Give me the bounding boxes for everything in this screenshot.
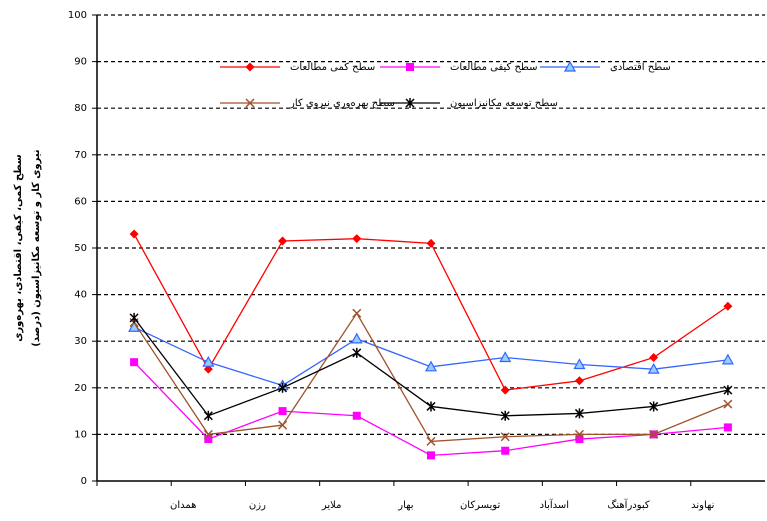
- marker: [721, 353, 734, 365]
- marker: [278, 420, 288, 430]
- marker: [352, 347, 362, 358]
- y-axis-label: سطح کمی، کیفی، اقتصادی، بهره‌وری: [13, 154, 24, 342]
- y-tick-label: 0: [81, 476, 87, 487]
- x-tick-label: ملایر: [321, 500, 342, 511]
- y-tick-label: 30: [74, 336, 87, 347]
- marker: [203, 364, 213, 374]
- marker: [426, 436, 436, 446]
- marker: [500, 410, 510, 421]
- marker: [649, 401, 659, 412]
- marker: [649, 429, 659, 439]
- marker: [129, 229, 139, 239]
- marker: [426, 401, 436, 412]
- marker: [129, 312, 139, 323]
- marker: [245, 98, 255, 108]
- marker: [278, 407, 287, 416]
- legend-label: سطح کمی مطالعات: [290, 62, 375, 73]
- y-tick-label: 80: [74, 103, 87, 114]
- marker: [352, 411, 361, 420]
- marker: [424, 360, 438, 372]
- marker: [245, 62, 255, 72]
- marker: [723, 399, 733, 409]
- marker: [203, 429, 213, 439]
- y-tick-label: 60: [74, 196, 87, 207]
- x-tick-label: اسدآباد: [540, 498, 569, 511]
- marker: [574, 408, 584, 419]
- marker: [278, 382, 288, 393]
- series-line: [133, 326, 728, 387]
- marker: [203, 410, 213, 421]
- legend-label: سطح کیفی مطالعات: [450, 62, 538, 73]
- legend-label: سطح بهره‌وری نیروی کار: [289, 98, 395, 109]
- x-tick-label: کبودرآهنگ: [607, 498, 649, 511]
- marker: [499, 351, 512, 363]
- marker: [574, 429, 584, 439]
- marker: [723, 385, 733, 396]
- marker: [352, 308, 362, 318]
- y-tick-label: 10: [74, 429, 87, 440]
- x-tick-label: نهاوند: [691, 500, 714, 511]
- y-tick-label: 50: [74, 243, 87, 254]
- y-tick-label: 70: [74, 150, 87, 161]
- y-tick-label: 100: [68, 10, 87, 21]
- marker: [575, 435, 584, 444]
- marker: [649, 353, 659, 363]
- y-tick-label: 20: [74, 383, 87, 394]
- marker: [723, 423, 732, 432]
- marker: [204, 435, 213, 444]
- marker: [130, 358, 139, 367]
- marker: [350, 332, 363, 344]
- y-axis-label: نیروی کار و توسعه مکانیزاسیون (درصد): [31, 149, 42, 346]
- x-tick-label: بهار: [397, 500, 413, 511]
- marker: [501, 446, 510, 455]
- marker: [500, 385, 510, 395]
- marker: [563, 60, 577, 72]
- marker: [723, 301, 733, 311]
- marker: [426, 238, 436, 248]
- marker: [405, 98, 415, 108]
- marker: [202, 355, 215, 367]
- x-tick-label: همدان: [170, 500, 196, 511]
- legend-label: سطح اقتصادی: [610, 62, 671, 73]
- marker: [406, 63, 414, 71]
- marker: [500, 432, 510, 442]
- x-tick-label: رزن: [249, 500, 266, 511]
- marker: [352, 234, 362, 244]
- y-tick-label: 90: [74, 57, 87, 68]
- marker: [573, 358, 586, 370]
- x-tick-label: تویسرکان: [460, 500, 501, 511]
- marker: [278, 236, 288, 246]
- y-tick-label: 40: [74, 290, 87, 301]
- series-line: [133, 312, 729, 443]
- marker: [427, 451, 435, 460]
- marker: [574, 376, 584, 386]
- marker: [647, 362, 660, 374]
- legend-label: سطح توسعه مکانیزاسیون: [450, 98, 558, 109]
